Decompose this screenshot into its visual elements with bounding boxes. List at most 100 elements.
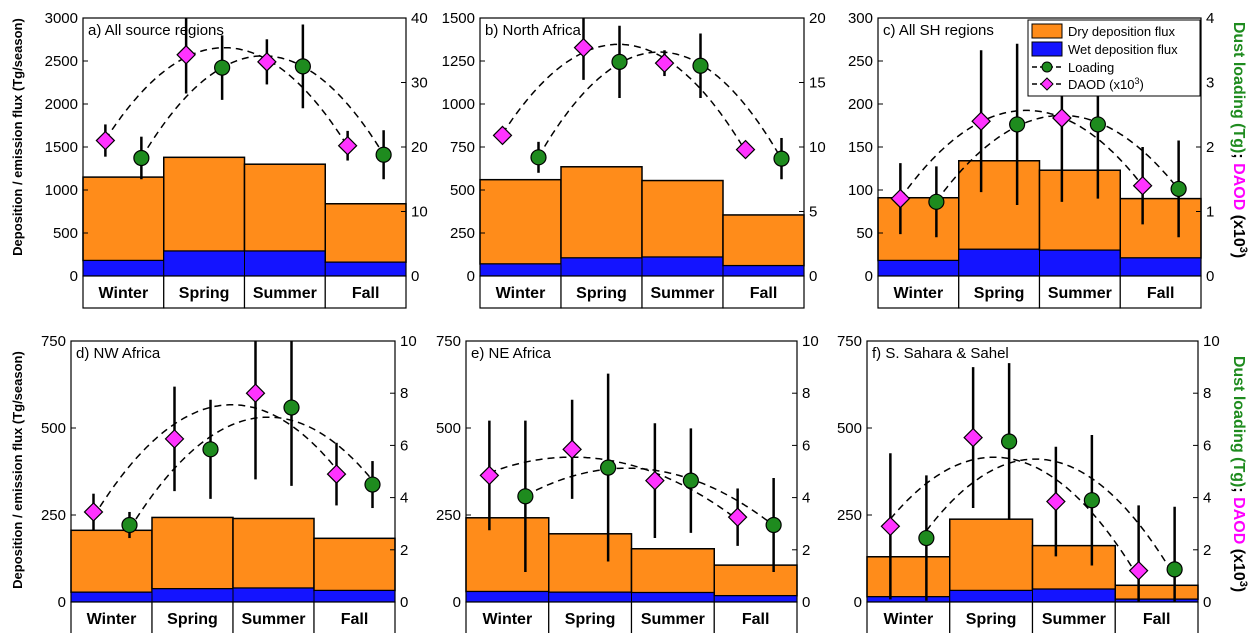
- y-tick-label-left: 1500: [45, 139, 78, 156]
- bar-wet-fall: [313, 590, 396, 603]
- y-axis-label-right-part: 3: [1237, 247, 1249, 253]
- y-tick-label-left: 750: [450, 139, 475, 156]
- season-box: [1038, 275, 1121, 309]
- daod-point: [337, 135, 358, 156]
- legend-daod-text: DAOD (x10: [1068, 77, 1134, 92]
- season-label: Winter: [496, 285, 546, 302]
- legend: Dry deposition flux Wet deposition flux Lo…: [1027, 19, 1201, 97]
- y-tick-label-right: 0: [411, 268, 419, 285]
- points-layer: [492, 18, 790, 180]
- loading-point: [1089, 116, 1106, 133]
- y-tick-label-left: 0: [70, 268, 78, 285]
- daod-point: [1128, 560, 1149, 581]
- y-tick-label-right: 0: [1206, 268, 1214, 285]
- loading-point: [294, 58, 311, 75]
- y-tick-label-left: 250: [848, 53, 873, 70]
- bar-wet-winter: [465, 591, 550, 603]
- daod-trend-line: [889, 456, 1140, 578]
- season-box: [548, 601, 633, 633]
- season-box: [324, 275, 407, 309]
- panel-title: a) All source regions: [88, 22, 224, 39]
- loading-point: [202, 441, 219, 458]
- y-tick-label-right: 4: [1203, 490, 1211, 507]
- bar-dry-summer: [1031, 544, 1116, 590]
- bar-dry-summer: [232, 517, 315, 589]
- y-tick-label-left: 750: [436, 333, 461, 350]
- y-axis-label-right-part: DAOD: [1230, 497, 1247, 544]
- season-label: Spring: [179, 285, 230, 302]
- y-tick-label-left: 1500: [442, 10, 475, 27]
- bar-wet-spring: [548, 591, 632, 603]
- legend-daod-marker: [1040, 77, 1054, 91]
- y-tick-label-left: 150: [848, 139, 873, 156]
- panel-2: Winter Spring Summer Fall 0 250 500 750 1000 1250…: [442, 10, 826, 309]
- y-tick-label-right: 10: [802, 333, 819, 350]
- legend-dry-label: Dry deposition flux: [1068, 24, 1175, 39]
- bar-wet-winter: [866, 596, 951, 603]
- y-axis-label-right-part: Dust loading (Tg): [1230, 22, 1247, 154]
- loading-point: [765, 516, 782, 534]
- loading-point: [364, 476, 381, 493]
- y-tick-label-left: 3000: [45, 10, 78, 27]
- loading-point: [133, 149, 150, 167]
- bar-dry-winter: [70, 529, 153, 594]
- legend-daod-label: DAOD (x103): [1068, 76, 1144, 92]
- bar-wet-summer: [232, 587, 315, 603]
- loading-point: [1166, 561, 1183, 578]
- season-box: [243, 275, 326, 309]
- season-box: [1114, 601, 1199, 633]
- y-tick-label-right: 10: [1203, 333, 1220, 350]
- y-tick-label-left: 1250: [442, 53, 475, 70]
- y-tick-label-left: 250: [41, 507, 66, 524]
- bar-wet-fall: [713, 595, 798, 603]
- bar-dry-fall: [324, 203, 407, 263]
- bar-dry-fall: [1114, 584, 1199, 600]
- y-axis-label-right-part: DAOD: [1230, 163, 1247, 210]
- daod-point: [1132, 175, 1153, 196]
- panel-3: Winter Spring Summer Fall 0 50 100 150 200 250 300…: [848, 10, 1214, 309]
- y-tick-label-right: 0: [400, 594, 408, 611]
- bar-dry-winter: [877, 196, 960, 262]
- bar-wet-fall: [324, 261, 407, 277]
- y-tick-label-right: 10: [809, 139, 826, 156]
- panel-title: d) NW Africa: [76, 345, 161, 362]
- bar-dry-spring: [560, 166, 643, 259]
- y-axis-label-left-bottom: Deposition / emission flux (Tg/season): [10, 351, 25, 589]
- y-tick-label-left: 500: [837, 420, 862, 437]
- daod-point: [562, 439, 582, 460]
- daod-point: [573, 37, 594, 58]
- season-label: Summer: [241, 611, 305, 628]
- y-tick-label-right: 6: [400, 437, 408, 454]
- bar-wet-summer: [641, 256, 724, 277]
- y-tick-label-right: 0: [1203, 594, 1211, 611]
- loading-point: [375, 146, 392, 163]
- season-label: Fall: [341, 611, 369, 628]
- bar-dry-summer: [1038, 169, 1121, 251]
- y-tick-label-left: 0: [58, 594, 66, 611]
- bar-dry-fall: [313, 537, 396, 592]
- season-label: Summer: [641, 611, 705, 628]
- daod-point: [176, 44, 196, 65]
- y-axis-label-right-part: (x10: [1230, 544, 1247, 581]
- y-tick-label-right: 5: [809, 204, 817, 221]
- season-label: Fall: [750, 285, 778, 302]
- y-tick-label-left: 0: [453, 594, 461, 611]
- season-box: [866, 601, 951, 633]
- season-label: Winter: [87, 611, 137, 628]
- loading-point: [530, 149, 547, 166]
- y-axis-label-right-part: ): [1230, 587, 1247, 592]
- loading-point: [611, 53, 628, 70]
- season-box: [713, 601, 798, 633]
- season-label: Winter: [99, 285, 149, 302]
- bar-dry-summer: [243, 163, 326, 252]
- loading-point: [517, 488, 534, 505]
- legend-loading-label: Loading: [1068, 60, 1114, 75]
- loading-point: [682, 472, 699, 489]
- bar-wet-fall: [1119, 257, 1202, 277]
- season-label: Winter: [483, 611, 533, 628]
- daod-point: [735, 139, 756, 160]
- bar-wet-summer: [244, 250, 326, 277]
- daod-point: [1052, 108, 1072, 128]
- y-tick-label-left: 200: [848, 96, 873, 113]
- loading-point: [918, 529, 935, 547]
